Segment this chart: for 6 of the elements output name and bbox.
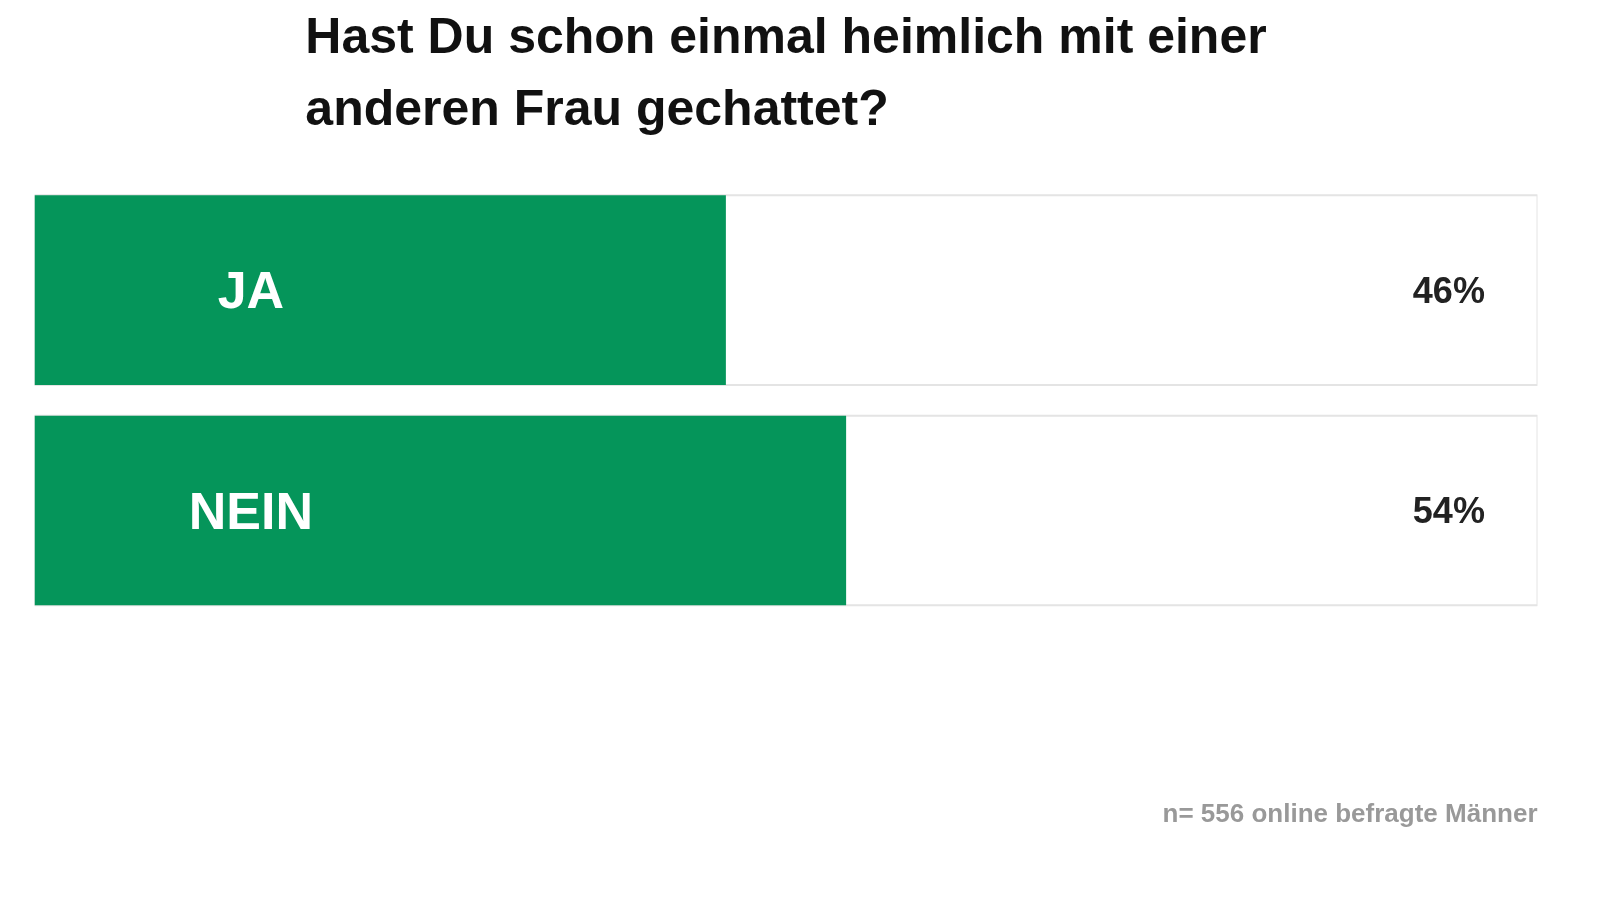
y-tick-label: NEIN — [188, 481, 314, 540]
text: n= 556 online befragte Männer — [1162, 797, 1538, 828]
data-label: 54% — [1412, 490, 1485, 532]
data-label: 46% — [1412, 269, 1485, 311]
y-tick-label: JA — [217, 261, 285, 320]
chart-title: Hast Du schon einmal heimlich mit einer anderen Frau gechattet? — [305, 7, 1267, 137]
